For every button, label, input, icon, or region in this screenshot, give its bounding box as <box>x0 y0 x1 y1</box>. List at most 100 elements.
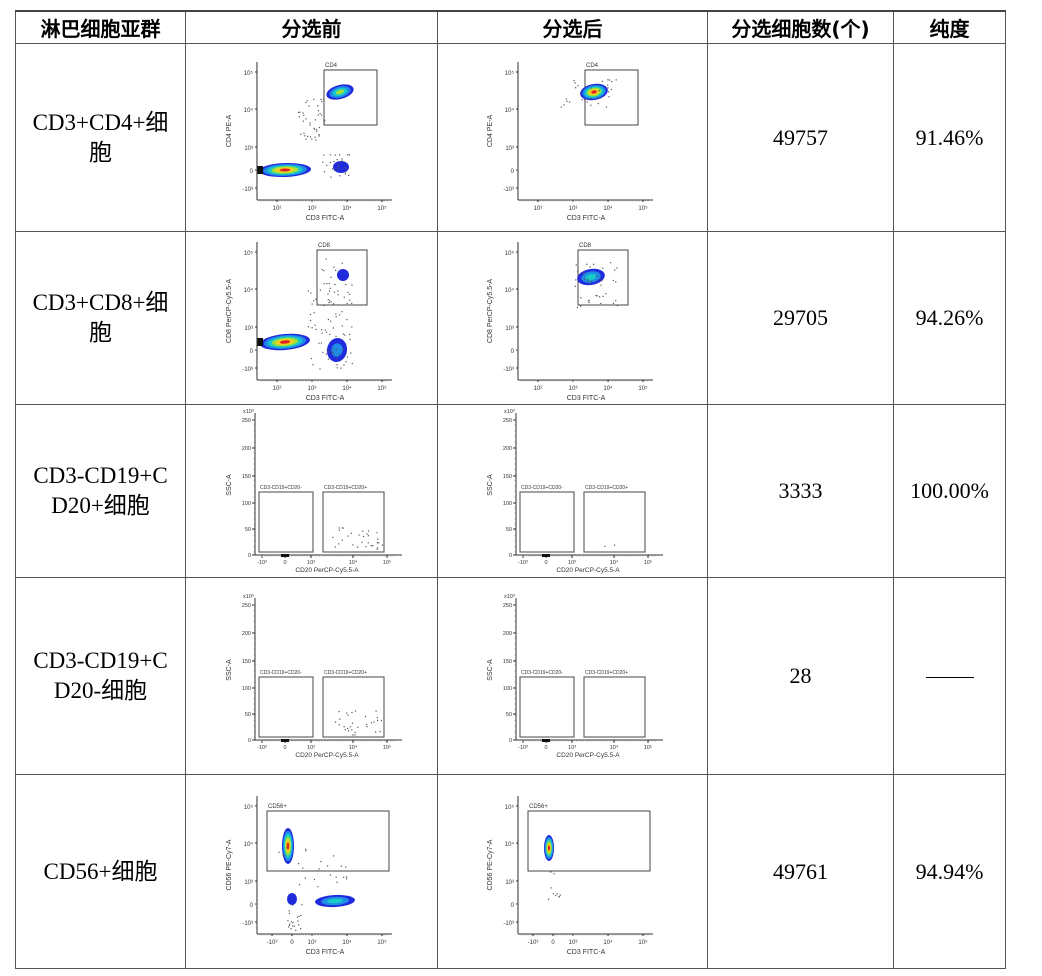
svg-text:0: 0 <box>249 169 253 175</box>
table-row: CD3+CD4+细胞 CD4 10⁵ 10⁴ 10³ 0 -10³ 10² 10³ 10⁴ 10⁵ C… <box>15 43 1006 232</box>
svg-text:10⁵: 10⁵ <box>504 804 514 811</box>
svg-text:-10³: -10³ <box>242 367 253 373</box>
subset-cell: CD56+细胞 <box>15 774 186 969</box>
after-sorting-cell: CD3-CD19+CD20- CD3-CD19+CD20+ x10³ 250 200 15… <box>437 404 708 578</box>
svg-text:50: 50 <box>505 712 511 718</box>
after-sorting-cell: CD4 10⁵ 10⁴ 10³ 0 -10³ 10² 10³ 10⁴ 10⁵ CD3 FITC-A C… <box>437 43 708 232</box>
svg-text:10⁴: 10⁴ <box>348 559 357 566</box>
svg-text:150: 150 <box>241 659 250 665</box>
purity-cell: 100.00% <box>893 404 1006 578</box>
svg-text:10³: 10³ <box>568 940 577 946</box>
sorted-count-cell: 29705 <box>707 231 894 405</box>
header-before-sorting: 分选前 <box>185 10 438 44</box>
svg-text:-10³: -10³ <box>527 940 538 946</box>
svg-text:-10³: -10³ <box>257 560 267 566</box>
svg-text:-10³: -10³ <box>518 560 528 566</box>
subset-label-line: CD3-CD19+C <box>33 463 168 488</box>
svg-text:50: 50 <box>505 527 511 533</box>
svg-text:CD3-CD19+CD20-: CD3-CD19+CD20- <box>521 485 563 491</box>
svg-text:-10³: -10³ <box>518 745 528 751</box>
svg-text:CD3-CD19+CD20+: CD3-CD19+CD20+ <box>324 485 367 491</box>
sorted-count-cell: 28 <box>707 577 894 775</box>
svg-text:10²: 10² <box>272 206 281 212</box>
svg-text:200: 200 <box>241 446 250 452</box>
purity-cell: 91.46% <box>893 43 1006 232</box>
purity-cell <box>893 577 1006 775</box>
not-applicable-dash <box>925 677 974 679</box>
after-sorting-plot: CD8 10⁵ 10⁴ 10³ 0 -10³ 10² 10³ 10⁴ 10⁵ CD3 FITC-A C… <box>487 242 653 402</box>
svg-text:10²: 10² <box>272 386 281 392</box>
svg-text:10³: 10³ <box>568 745 576 751</box>
before-sorting-cell: CD3-CD19+CD20- CD3-CD19+CD20+ x10³ 250 200 15… <box>185 577 438 775</box>
svg-text:-10³: -10³ <box>503 367 514 373</box>
sorted-count-cell: 3333 <box>707 404 894 578</box>
svg-text:CD20 PerCP-Cy5.5-A: CD20 PerCP-Cy5.5-A <box>295 567 359 574</box>
svg-text:CD56 PE-Cy7-A: CD56 PE-Cy7-A <box>226 839 233 890</box>
svg-text:CD3-CD19+CD20+: CD3-CD19+CD20+ <box>585 670 628 676</box>
table-row: CD3+CD8+细胞 CD8 10⁵ 10⁴ 10³ 0 -10³ 10² 10³ 10⁴ 10⁵ C… <box>15 231 1006 405</box>
svg-text:x10³: x10³ <box>243 409 254 415</box>
svg-text:10³: 10³ <box>307 940 316 946</box>
svg-text:CD56 PE-Cy7-A: CD56 PE-Cy7-A <box>487 839 494 890</box>
svg-text:100: 100 <box>241 501 250 507</box>
svg-text:SSC-A: SSC-A <box>226 474 233 496</box>
svg-text:100: 100 <box>502 686 511 692</box>
svg-text:10⁴: 10⁴ <box>342 385 352 392</box>
svg-text:0: 0 <box>249 903 253 909</box>
svg-text:x10³: x10³ <box>243 594 254 600</box>
svg-text:10⁵: 10⁵ <box>643 744 651 751</box>
subset-label-line: CD3+CD4+细 <box>32 109 169 135</box>
after-sorting-cell: CD8 10⁵ 10⁴ 10³ 0 -10³ 10² 10³ 10⁴ 10⁵ CD3 FITC-A C… <box>437 231 708 405</box>
after-sorting-plot: CD56+ 10⁵ 10⁴ 10³ 0 -10³ -10³ 0 10³ 10⁴ 10⁵ CD3 FIT… <box>487 795 653 956</box>
svg-text:10³: 10³ <box>244 146 253 152</box>
svg-text:0: 0 <box>283 560 286 566</box>
svg-text:CD3-CD19+CD20+: CD3-CD19+CD20+ <box>585 485 628 491</box>
svg-text:CD4: CD4 <box>586 63 599 69</box>
svg-text:10⁴: 10⁴ <box>504 841 514 848</box>
svg-text:CD3 FITC-A: CD3 FITC-A <box>566 215 605 222</box>
svg-text:0: 0 <box>283 745 286 751</box>
svg-text:10⁵: 10⁵ <box>638 205 648 212</box>
before-sorting-cell: CD56+ 10⁵ 10⁴ 10³ 0 -10³ -10³ 0 10³ 10⁴ 10⁵ CD3 FIT… <box>185 774 438 969</box>
header-sorted-count: 分选细胞数(个) <box>707 10 894 44</box>
header-row: 淋巴细胞亚群 分选前 分选后 分选细胞数(个) 纯度 <box>15 10 1006 44</box>
svg-text:200: 200 <box>502 446 511 452</box>
svg-text:CD3-CD19+CD20-: CD3-CD19+CD20- <box>521 670 563 676</box>
svg-text:0: 0 <box>508 738 511 744</box>
svg-text:10³: 10³ <box>307 206 316 212</box>
purity-cell: 94.26% <box>893 231 1006 405</box>
sorted-count-cell: 49761 <box>707 774 894 969</box>
header-purity: 纯度 <box>893 10 1006 44</box>
svg-text:250: 250 <box>241 603 250 609</box>
svg-text:0: 0 <box>551 940 555 946</box>
svg-text:CD4: CD4 <box>325 63 338 69</box>
svg-text:10³: 10³ <box>307 745 315 751</box>
subset-label-line: D20+细胞 <box>51 493 150 518</box>
svg-text:10³: 10³ <box>505 146 514 152</box>
svg-text:10⁵: 10⁵ <box>638 385 648 392</box>
svg-text:CD3-CD19+CD20+: CD3-CD19+CD20+ <box>324 670 367 676</box>
svg-text:200: 200 <box>241 631 250 637</box>
svg-text:CD3-CD19+CD20-: CD3-CD19+CD20- <box>260 485 302 491</box>
svg-text:10³: 10³ <box>505 880 514 886</box>
sorted-count-cell: 49757 <box>707 43 894 232</box>
svg-text:0: 0 <box>510 349 514 355</box>
svg-text:250: 250 <box>241 418 250 424</box>
header-subset: 淋巴细胞亚群 <box>15 10 186 44</box>
svg-text:10³: 10³ <box>244 880 253 886</box>
svg-text:10⁴: 10⁴ <box>603 205 613 212</box>
svg-text:10²: 10² <box>533 206 542 212</box>
subset-cell: CD3-CD19+C D20-细胞 <box>15 577 186 775</box>
subset-cell: CD3+CD8+细胞 <box>15 231 186 405</box>
subset-label-line: CD56+细胞 <box>43 858 158 884</box>
svg-text:0: 0 <box>249 349 253 355</box>
svg-text:-10³: -10³ <box>242 921 253 927</box>
svg-text:10⁴: 10⁴ <box>342 205 352 212</box>
before-sorting-cell: CD4 10⁵ 10⁴ 10³ 0 -10³ 10² 10³ 10⁴ 10⁵ CD3 FITC-A C… <box>185 43 438 232</box>
svg-text:10⁴: 10⁴ <box>609 559 618 566</box>
svg-text:-10³: -10³ <box>503 187 514 193</box>
svg-text:200: 200 <box>502 631 511 637</box>
svg-text:10⁵: 10⁵ <box>243 250 253 257</box>
svg-text:50: 50 <box>244 527 250 533</box>
svg-text:CD20 PerCP-Cy5.5-A: CD20 PerCP-Cy5.5-A <box>556 752 620 759</box>
